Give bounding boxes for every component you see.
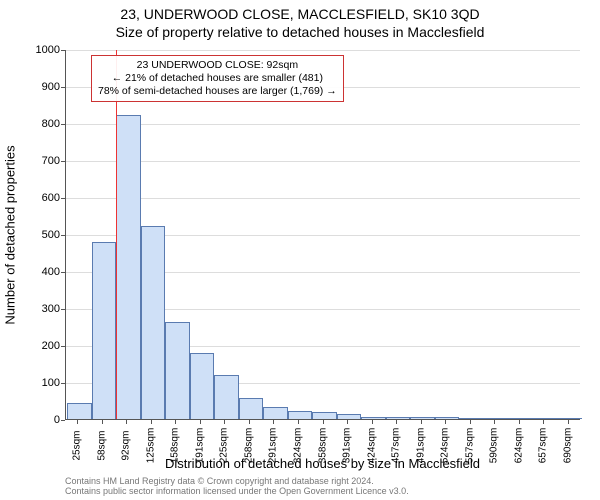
- y-tick-mark: [61, 420, 65, 421]
- chart-container: 23, UNDERWOOD CLOSE, MACCLESFIELD, SK10 …: [0, 0, 600, 500]
- histogram-bar: [312, 412, 337, 419]
- x-axis-label: Distribution of detached houses by size …: [65, 456, 580, 471]
- y-tick-mark: [61, 87, 65, 88]
- x-tick-mark: [445, 420, 446, 424]
- histogram-bar: [239, 398, 264, 419]
- histogram-bar: [190, 353, 215, 419]
- x-tick-mark: [494, 420, 495, 424]
- gridline: [66, 161, 580, 162]
- x-tick-mark: [126, 420, 127, 424]
- histogram-bar: [533, 418, 558, 419]
- x-tick-mark: [470, 420, 471, 424]
- y-tick-label: 100: [10, 377, 60, 389]
- histogram-bar: [484, 418, 509, 419]
- annotation-line3: 78% of semi-detached houses are larger (…: [98, 85, 337, 98]
- gridline: [66, 50, 580, 51]
- histogram-bar: [288, 411, 313, 419]
- chart-title-address: 23, UNDERWOOD CLOSE, MACCLESFIELD, SK10 …: [0, 6, 600, 22]
- x-tick-mark: [249, 420, 250, 424]
- annotation-line1: 23 UNDERWOOD CLOSE: 92sqm: [98, 59, 337, 72]
- y-tick-label: 300: [10, 303, 60, 315]
- histogram-bar: [337, 414, 362, 419]
- x-tick-mark: [421, 420, 422, 424]
- attribution-text: Contains HM Land Registry data © Crown c…: [65, 476, 580, 497]
- y-tick-mark: [61, 161, 65, 162]
- x-tick-mark: [568, 420, 569, 424]
- x-tick-mark: [396, 420, 397, 424]
- histogram-bar: [361, 417, 386, 419]
- histogram-bar: [165, 322, 190, 419]
- annotation-box: 23 UNDERWOOD CLOSE: 92sqm ← 21% of detac…: [91, 55, 344, 102]
- y-tick-label: 500: [10, 229, 60, 241]
- y-tick-label: 0: [10, 414, 60, 426]
- gridline: [66, 198, 580, 199]
- x-tick-mark: [519, 420, 520, 424]
- histogram-bar: [214, 375, 239, 419]
- histogram-bar: [116, 115, 141, 419]
- histogram-bar: [386, 417, 411, 419]
- x-tick-mark: [347, 420, 348, 424]
- y-tick-label: 400: [10, 266, 60, 278]
- x-tick-mark: [200, 420, 201, 424]
- highlight-line: [116, 50, 117, 419]
- histogram-bar: [557, 418, 582, 419]
- x-tick-mark: [372, 420, 373, 424]
- y-tick-mark: [61, 235, 65, 236]
- histogram-bar: [263, 407, 288, 419]
- y-tick-mark: [61, 309, 65, 310]
- histogram-bar: [67, 403, 92, 419]
- histogram-bar: [459, 418, 484, 419]
- y-tick-mark: [61, 383, 65, 384]
- x-tick-mark: [151, 420, 152, 424]
- attribution-line1: Contains HM Land Registry data © Crown c…: [65, 476, 580, 486]
- y-tick-mark: [61, 124, 65, 125]
- x-tick-mark: [273, 420, 274, 424]
- plot-area: 23 UNDERWOOD CLOSE: 92sqm ← 21% of detac…: [65, 50, 580, 420]
- y-tick-mark: [61, 50, 65, 51]
- attribution-line2: Contains public sector information licen…: [65, 486, 580, 496]
- histogram-bar: [435, 417, 460, 419]
- histogram-bar: [141, 226, 166, 419]
- x-tick-mark: [224, 420, 225, 424]
- annotation-line2: ← 21% of detached houses are smaller (48…: [98, 72, 337, 85]
- x-tick-mark: [298, 420, 299, 424]
- chart-subtitle: Size of property relative to detached ho…: [0, 24, 600, 40]
- y-tick-mark: [61, 346, 65, 347]
- y-tick-mark: [61, 272, 65, 273]
- x-tick-mark: [175, 420, 176, 424]
- gridline: [66, 124, 580, 125]
- x-tick-mark: [77, 420, 78, 424]
- histogram-bar: [92, 242, 117, 419]
- y-tick-label: 1000: [10, 44, 60, 56]
- histogram-bar: [410, 417, 435, 419]
- y-tick-label: 600: [10, 192, 60, 204]
- y-tick-label: 200: [10, 340, 60, 352]
- y-tick-label: 800: [10, 118, 60, 130]
- y-tick-label: 700: [10, 155, 60, 167]
- x-tick-mark: [543, 420, 544, 424]
- y-tick-mark: [61, 198, 65, 199]
- x-tick-mark: [323, 420, 324, 424]
- y-tick-label: 900: [10, 81, 60, 93]
- histogram-bar: [508, 418, 533, 419]
- x-tick-mark: [102, 420, 103, 424]
